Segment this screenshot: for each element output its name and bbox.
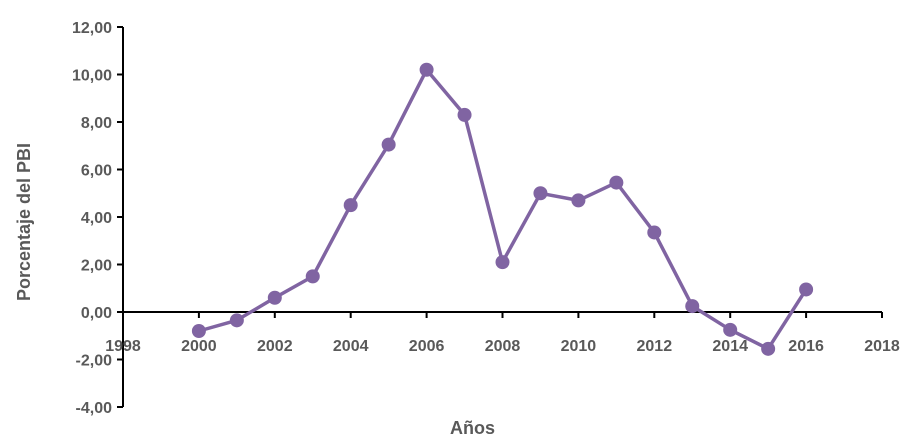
data-point — [419, 62, 434, 77]
x-tick-label: 2012 — [637, 338, 673, 355]
data-point — [609, 175, 624, 190]
data-point — [685, 299, 700, 314]
y-tick-label: 12,00 — [72, 20, 112, 37]
data-point — [457, 107, 472, 122]
series-line — [198, 68, 808, 351]
data-point — [495, 255, 510, 270]
data-point — [343, 198, 358, 213]
y-tick-label: 0,00 — [81, 305, 112, 322]
x-tick-label: 2006 — [409, 338, 445, 355]
data-point — [305, 269, 320, 284]
y-tick-label: -2,00 — [76, 353, 113, 370]
x-tick-label: 2000 — [181, 338, 217, 355]
series-group — [191, 62, 814, 356]
data-point — [799, 282, 814, 297]
x-tick-label: 2010 — [561, 338, 597, 355]
y-tick-label: 2,00 — [81, 258, 112, 275]
y-axis: -4,00 -2,00 0,00 2,00 4,00 6,00 8,00 10,00 12,00 — [72, 20, 124, 417]
y-tick-label: -4,00 — [76, 400, 113, 417]
data-point — [647, 225, 662, 240]
x-tick-label: 2004 — [333, 338, 369, 355]
y-tick-label: 10,00 — [72, 68, 112, 85]
y-tick-label: 4,00 — [81, 210, 112, 227]
x-tick-label: 2016 — [788, 338, 824, 355]
y-axis-title: Porcentaje del PBI — [14, 143, 34, 301]
x-axis-title: Años — [450, 418, 495, 438]
x-tick-label: 2008 — [485, 338, 521, 355]
data-point — [571, 193, 586, 208]
data-point — [381, 137, 396, 152]
x-tick-label: 2018 — [864, 338, 900, 355]
data-point — [191, 324, 206, 338]
data-point — [533, 186, 548, 201]
data-point — [229, 313, 244, 328]
data-point — [761, 341, 776, 356]
y-tick-label: 6,00 — [81, 163, 112, 180]
x-tick-label: 2014 — [712, 338, 748, 355]
x-tick-label: 1998 — [105, 338, 141, 355]
x-axis: 1998 2000 2002 2004 2006 2008 2010 2012 2014 2016… — [105, 311, 900, 355]
x-tick-label: 2002 — [257, 338, 293, 355]
y-tick-label: 8,00 — [81, 115, 112, 132]
data-point — [723, 322, 738, 337]
data-point — [267, 290, 282, 305]
